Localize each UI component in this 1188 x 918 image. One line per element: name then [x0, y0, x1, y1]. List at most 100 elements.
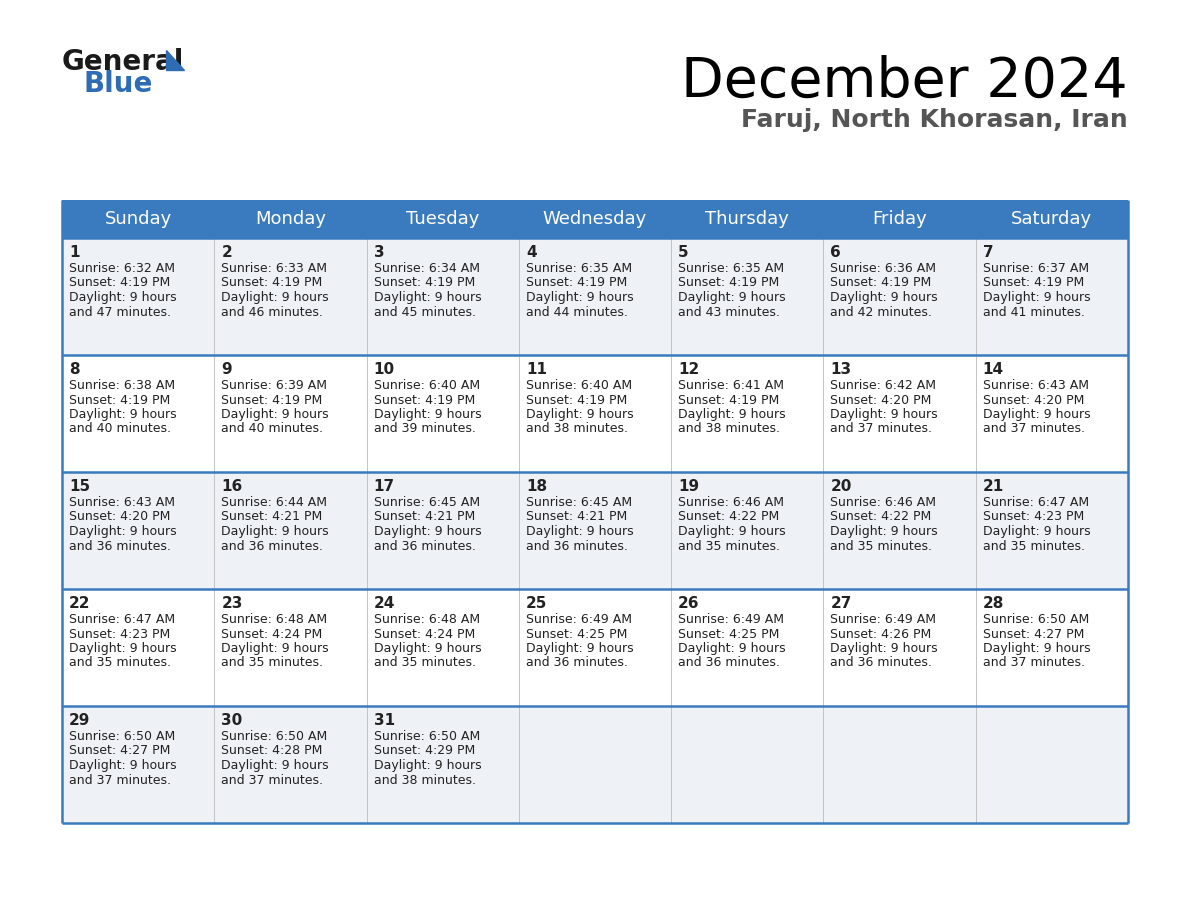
Text: Sunrise: 6:50 AM: Sunrise: 6:50 AM [221, 730, 328, 743]
Text: and 36 minutes.: and 36 minutes. [830, 656, 933, 669]
Text: 11: 11 [526, 362, 546, 377]
Text: 9: 9 [221, 362, 232, 377]
Text: Sunset: 4:21 PM: Sunset: 4:21 PM [373, 510, 475, 523]
Text: and 40 minutes.: and 40 minutes. [69, 422, 171, 435]
Text: Sunset: 4:19 PM: Sunset: 4:19 PM [221, 394, 322, 407]
Text: Sunrise: 6:39 AM: Sunrise: 6:39 AM [221, 379, 327, 392]
Text: Daylight: 9 hours: Daylight: 9 hours [373, 759, 481, 772]
Text: Faruj, North Khorasan, Iran: Faruj, North Khorasan, Iran [741, 108, 1127, 132]
Text: and 45 minutes.: and 45 minutes. [373, 306, 475, 319]
Text: Sunrise: 6:34 AM: Sunrise: 6:34 AM [373, 262, 480, 275]
Text: Sunset: 4:27 PM: Sunset: 4:27 PM [69, 744, 170, 757]
Text: Sunset: 4:19 PM: Sunset: 4:19 PM [221, 276, 322, 289]
Text: Sunrise: 6:44 AM: Sunrise: 6:44 AM [221, 496, 327, 509]
Text: Wednesday: Wednesday [543, 210, 647, 228]
Text: Sunset: 4:19 PM: Sunset: 4:19 PM [526, 394, 627, 407]
Text: Sunrise: 6:40 AM: Sunrise: 6:40 AM [373, 379, 480, 392]
Text: Sunrise: 6:47 AM: Sunrise: 6:47 AM [982, 496, 1089, 509]
Text: 21: 21 [982, 479, 1004, 494]
Bar [62, 200, 1127, 238]
Text: and 36 minutes.: and 36 minutes. [678, 656, 781, 669]
Text: and 39 minutes.: and 39 minutes. [373, 422, 475, 435]
Bar [62, 706, 1127, 823]
Text: and 35 minutes.: and 35 minutes. [373, 656, 475, 669]
Text: Blue: Blue [84, 70, 153, 98]
Text: 19: 19 [678, 479, 700, 494]
Text: Sunset: 4:19 PM: Sunset: 4:19 PM [982, 276, 1083, 289]
Text: Sunrise: 6:47 AM: Sunrise: 6:47 AM [69, 613, 175, 626]
Text: Sunrise: 6:45 AM: Sunrise: 6:45 AM [526, 496, 632, 509]
Text: and 37 minutes.: and 37 minutes. [982, 656, 1085, 669]
Text: Daylight: 9 hours: Daylight: 9 hours [982, 291, 1091, 304]
Text: Friday: Friday [872, 210, 927, 228]
Text: 17: 17 [373, 479, 394, 494]
Text: 5: 5 [678, 245, 689, 260]
Text: Daylight: 9 hours: Daylight: 9 hours [221, 759, 329, 772]
Text: Daylight: 9 hours: Daylight: 9 hours [69, 759, 177, 772]
Text: Daylight: 9 hours: Daylight: 9 hours [678, 642, 785, 655]
Text: Sunset: 4:26 PM: Sunset: 4:26 PM [830, 628, 931, 641]
Text: 20: 20 [830, 479, 852, 494]
Text: 12: 12 [678, 362, 700, 377]
Text: and 37 minutes.: and 37 minutes. [982, 422, 1085, 435]
Text: Sunset: 4:20 PM: Sunset: 4:20 PM [830, 394, 931, 407]
Text: 31: 31 [373, 713, 394, 728]
Text: 10: 10 [373, 362, 394, 377]
Text: Sunset: 4:21 PM: Sunset: 4:21 PM [221, 510, 322, 523]
Text: and 37 minutes.: and 37 minutes. [69, 774, 171, 787]
Text: and 38 minutes.: and 38 minutes. [373, 774, 475, 787]
Text: Sunset: 4:24 PM: Sunset: 4:24 PM [373, 628, 475, 641]
Text: and 36 minutes.: and 36 minutes. [526, 540, 627, 553]
Text: Sunrise: 6:50 AM: Sunrise: 6:50 AM [982, 613, 1089, 626]
Text: 23: 23 [221, 596, 242, 611]
Text: Sunset: 4:19 PM: Sunset: 4:19 PM [830, 276, 931, 289]
Text: December 2024: December 2024 [682, 55, 1127, 109]
Text: Sunset: 4:24 PM: Sunset: 4:24 PM [221, 628, 322, 641]
Text: Sunrise: 6:37 AM: Sunrise: 6:37 AM [982, 262, 1089, 275]
Text: Sunrise: 6:40 AM: Sunrise: 6:40 AM [526, 379, 632, 392]
Text: and 46 minutes.: and 46 minutes. [221, 306, 323, 319]
Text: Sunrise: 6:49 AM: Sunrise: 6:49 AM [678, 613, 784, 626]
Text: Daylight: 9 hours: Daylight: 9 hours [526, 642, 633, 655]
Text: 2: 2 [221, 245, 232, 260]
Text: 1: 1 [69, 245, 80, 260]
Text: Daylight: 9 hours: Daylight: 9 hours [69, 642, 177, 655]
Text: and 42 minutes.: and 42 minutes. [830, 306, 933, 319]
Text: Sunrise: 6:46 AM: Sunrise: 6:46 AM [830, 496, 936, 509]
Text: 14: 14 [982, 362, 1004, 377]
Text: and 35 minutes.: and 35 minutes. [982, 540, 1085, 553]
Text: and 36 minutes.: and 36 minutes. [221, 540, 323, 553]
Text: and 37 minutes.: and 37 minutes. [830, 422, 933, 435]
Text: Sunset: 4:19 PM: Sunset: 4:19 PM [373, 394, 475, 407]
Text: and 37 minutes.: and 37 minutes. [221, 774, 323, 787]
Text: Sunrise: 6:49 AM: Sunrise: 6:49 AM [830, 613, 936, 626]
Text: Monday: Monday [255, 210, 326, 228]
Text: Sunset: 4:20 PM: Sunset: 4:20 PM [982, 394, 1085, 407]
Bar [62, 472, 1127, 589]
Text: Sunset: 4:23 PM: Sunset: 4:23 PM [69, 628, 170, 641]
Text: 25: 25 [526, 596, 548, 611]
Text: Daylight: 9 hours: Daylight: 9 hours [526, 408, 633, 421]
Text: Sunset: 4:19 PM: Sunset: 4:19 PM [69, 276, 170, 289]
Text: and 47 minutes.: and 47 minutes. [69, 306, 171, 319]
Text: and 35 minutes.: and 35 minutes. [830, 540, 933, 553]
Text: 24: 24 [373, 596, 394, 611]
Text: Sunset: 4:19 PM: Sunset: 4:19 PM [69, 394, 170, 407]
Text: Sunrise: 6:48 AM: Sunrise: 6:48 AM [373, 613, 480, 626]
Text: Sunset: 4:22 PM: Sunset: 4:22 PM [678, 510, 779, 523]
Text: Sunset: 4:25 PM: Sunset: 4:25 PM [526, 628, 627, 641]
Text: Sunset: 4:19 PM: Sunset: 4:19 PM [373, 276, 475, 289]
Text: Sunset: 4:27 PM: Sunset: 4:27 PM [982, 628, 1085, 641]
Text: 16: 16 [221, 479, 242, 494]
Text: Tuesday: Tuesday [406, 210, 480, 228]
Text: 18: 18 [526, 479, 546, 494]
Text: Sunrise: 6:33 AM: Sunrise: 6:33 AM [221, 262, 327, 275]
Text: Sunset: 4:25 PM: Sunset: 4:25 PM [678, 628, 779, 641]
Text: Sunset: 4:20 PM: Sunset: 4:20 PM [69, 510, 170, 523]
Text: Sunset: 4:22 PM: Sunset: 4:22 PM [830, 510, 931, 523]
Text: Thursday: Thursday [706, 210, 789, 228]
Text: and 38 minutes.: and 38 minutes. [526, 422, 627, 435]
Text: Daylight: 9 hours: Daylight: 9 hours [373, 642, 481, 655]
Text: Sunset: 4:19 PM: Sunset: 4:19 PM [678, 276, 779, 289]
Text: and 40 minutes.: and 40 minutes. [221, 422, 323, 435]
